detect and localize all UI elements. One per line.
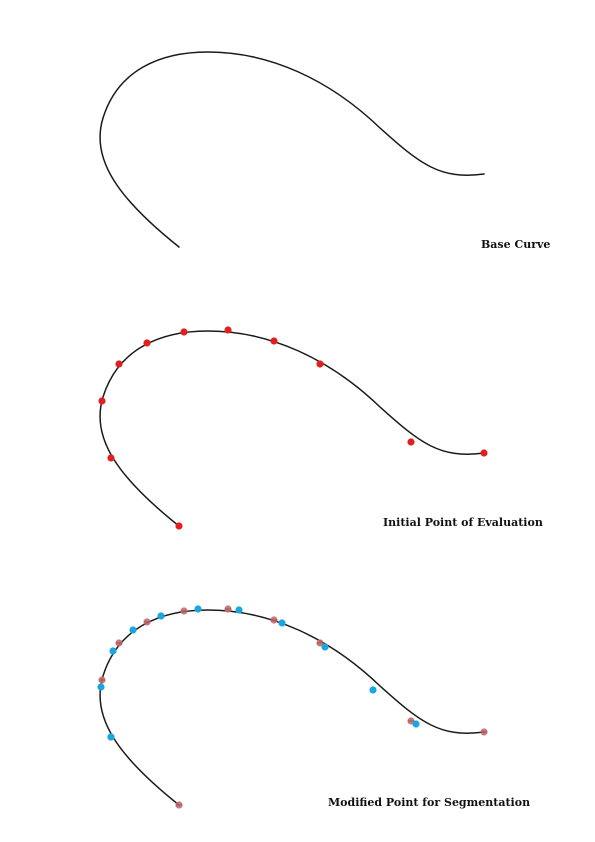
- modified-point: [107, 733, 115, 741]
- modified-point: [157, 612, 165, 620]
- initial-point: [407, 438, 415, 446]
- initial-point: [270, 337, 278, 345]
- segmented-curve-path: [99, 609, 485, 806]
- modified-point: [129, 626, 137, 634]
- panel-initial-points: [98, 326, 488, 530]
- initial-point: [98, 397, 106, 405]
- modified-point: [97, 683, 105, 691]
- caption-base-curve: Base Curve: [481, 238, 551, 251]
- caption-modified-point-for-segmentation: Modified Point for Segmentation: [328, 796, 531, 809]
- initial-curve-path: [99, 330, 485, 527]
- segmentation-points-group: [97, 605, 488, 809]
- base-curve-path: [99, 51, 485, 248]
- initial-point: [316, 360, 324, 368]
- modified-point: [412, 720, 420, 728]
- initial-point: [175, 522, 183, 530]
- initial-point: [224, 326, 232, 334]
- modified-point: [321, 643, 329, 651]
- initial-point: [180, 328, 188, 336]
- initial-point: [480, 449, 488, 457]
- modified-point: [369, 686, 377, 694]
- panel-modified-points: [97, 605, 488, 809]
- caption-initial-point-of-evaluation: Initial Point of Evaluation: [383, 516, 543, 529]
- initial-points-group: [98, 326, 488, 530]
- modified-point: [194, 605, 202, 613]
- initial-point: [143, 339, 151, 347]
- initial-point: [115, 360, 123, 368]
- modified-point: [109, 647, 117, 655]
- panel-base-curve: [99, 51, 485, 248]
- modified-point: [235, 606, 243, 614]
- modified-point: [278, 619, 286, 627]
- initial-point: [107, 454, 115, 462]
